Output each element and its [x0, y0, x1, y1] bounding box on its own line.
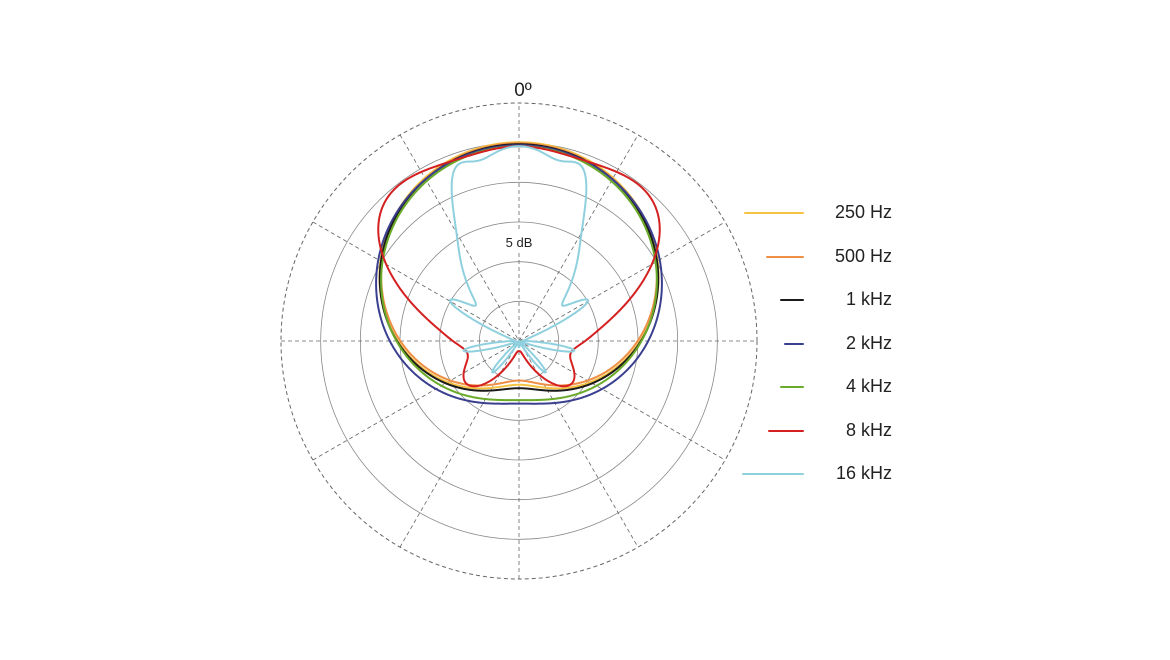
legend-swatch [768, 429, 804, 432]
legend-swatch [780, 386, 804, 388]
legend-label: 250 Hz [834, 202, 892, 222]
legend-item: 250 Hz [738, 196, 898, 240]
legend-swatch [766, 255, 804, 258]
legend-item: 4 kHz [738, 370, 898, 414]
legend-swatch [744, 212, 804, 214]
legend-item: 1 kHz [738, 283, 898, 327]
legend-swatch [784, 342, 804, 345]
legend-label: 1 kHz [845, 289, 892, 309]
series-curve-16-khz [449, 145, 589, 374]
legend-item: 8 kHz [738, 414, 898, 458]
angle-label-0deg: 0º [514, 80, 532, 101]
series-curve-4-khz [380, 145, 658, 402]
polar-curves [375, 141, 663, 405]
radial-label-bg [498, 231, 540, 251]
legend-swatch [742, 473, 804, 475]
legend-label: 2 kHz [845, 332, 892, 353]
chart-legend: 250 Hz 500 Hz 1 kHz 2 kHz 4 kHz 8 kHz 16 kHz [738, 196, 898, 501]
legend-label: 500 Hz [834, 245, 892, 266]
series-curve-2-khz [375, 144, 663, 405]
legend-label: 16 kHz [835, 463, 892, 483]
legend-item: 16 kHz [738, 457, 898, 501]
legend-item: 2 kHz [738, 327, 898, 371]
legend-item: 500 Hz [738, 240, 898, 284]
series-curve-1-khz [378, 143, 660, 392]
legend-label: 8 kHz [845, 419, 892, 440]
legend-label: 4 kHz [845, 376, 892, 396]
series-curve-8-khz [377, 145, 661, 388]
radial-label-5db: 5 dB [506, 235, 533, 250]
legend-swatch [780, 299, 804, 301]
